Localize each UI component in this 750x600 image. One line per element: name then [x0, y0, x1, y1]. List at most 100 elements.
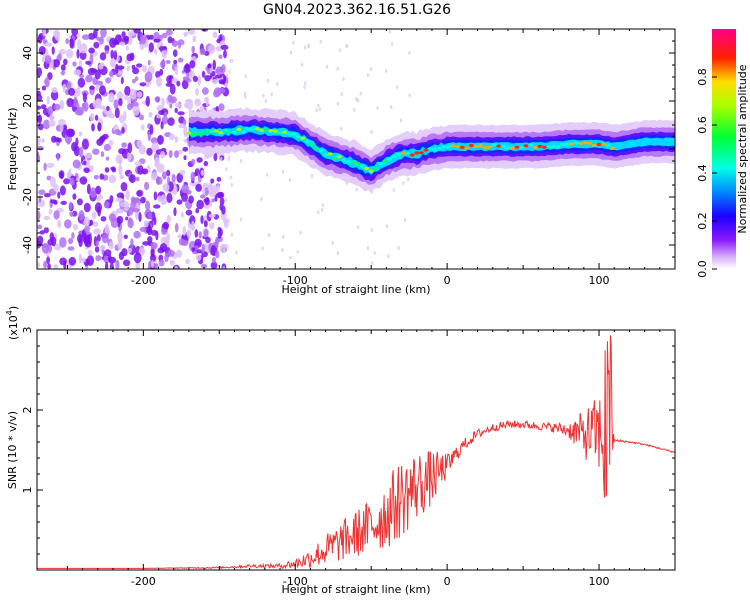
- noise-blob: [244, 74, 247, 79]
- noise-blob: [262, 93, 265, 98]
- noise-blob: [154, 48, 158, 55]
- noise-blob: [342, 77, 345, 81]
- colorbar-tick-label: 0.6: [696, 116, 709, 134]
- noise-blob: [176, 80, 181, 87]
- noise-blob: [95, 240, 99, 247]
- noise-blob: [143, 220, 149, 228]
- noise-blob: [76, 49, 80, 59]
- noise-blob: [117, 231, 123, 243]
- noise-blob: [185, 209, 193, 216]
- noise-blob: [126, 53, 134, 62]
- noise-blob: [158, 46, 167, 51]
- noise-blob: [82, 92, 87, 103]
- ridge-peak: [510, 146, 515, 150]
- ridge-peak: [409, 153, 415, 157]
- noise-blob: [41, 138, 45, 144]
- noise-blob: [223, 220, 229, 229]
- noise-blob: [37, 235, 44, 246]
- noise-blob: [161, 32, 168, 39]
- noise-blob: [229, 59, 232, 63]
- noise-blob: [178, 238, 185, 246]
- noise-blob: [194, 99, 202, 107]
- noise-blob: [289, 50, 293, 55]
- noise-blob: [166, 215, 171, 224]
- ridge-peak: [427, 147, 433, 151]
- noise-blob: [176, 199, 183, 205]
- noise-blob: [85, 74, 93, 83]
- noise-blob: [77, 77, 86, 88]
- noise-blob: [138, 145, 146, 155]
- x-tick-label: -200: [131, 575, 156, 588]
- noise-blob: [94, 202, 102, 213]
- noise-blob: [178, 57, 184, 63]
- ridge-peak: [259, 128, 265, 132]
- noise-blob: [317, 103, 320, 108]
- noise-blob: [132, 67, 140, 75]
- noise-blob: [111, 167, 117, 173]
- noise-blob: [146, 147, 153, 156]
- noise-blob: [154, 157, 160, 167]
- noise-blob: [43, 227, 49, 234]
- noise-blob: [108, 140, 114, 146]
- noise-blob: [173, 59, 178, 65]
- ridge-peak: [587, 141, 593, 145]
- ridge-peak: [450, 144, 456, 148]
- noise-blob: [81, 102, 86, 109]
- noise-blob: [185, 63, 190, 71]
- noise-blob: [216, 66, 222, 76]
- noise-blob: [76, 86, 81, 97]
- noise-blob: [53, 243, 62, 251]
- ridge-peak: [596, 142, 602, 146]
- noise-blob: [217, 87, 226, 95]
- noise-blob: [158, 259, 165, 267]
- ridge-peak: [200, 132, 206, 136]
- ridge-peak: [532, 145, 538, 149]
- noise-blob: [230, 232, 234, 237]
- noise-blob: [64, 219, 72, 229]
- noise-blob: [83, 160, 87, 166]
- noise-blob: [185, 78, 192, 83]
- noise-blob: [266, 172, 269, 177]
- noise-blob: [167, 117, 175, 126]
- noise-blob: [194, 229, 199, 238]
- ridge-peak: [473, 144, 479, 148]
- noise-blob: [138, 247, 145, 256]
- noise-blob: [229, 175, 232, 180]
- noise-blob: [69, 177, 75, 186]
- noise-blob: [174, 222, 179, 233]
- noise-blob: [266, 78, 270, 83]
- noise-blob: [37, 151, 40, 163]
- noise-blob: [196, 199, 204, 210]
- noise-blob: [132, 101, 139, 107]
- ridge-peak: [373, 166, 379, 170]
- noise-blob: [62, 83, 67, 93]
- noise-blob: [212, 256, 216, 264]
- noise-blob: [41, 243, 49, 248]
- noise-blob: [63, 58, 68, 66]
- snr-x-label: Height of straight line (km): [281, 583, 430, 596]
- noise-blob: [51, 87, 58, 93]
- noise-blob: [59, 237, 67, 248]
- ridge-peak: [528, 143, 534, 147]
- noise-blob: [147, 59, 151, 66]
- noise-blob: [99, 85, 106, 96]
- ridge-peak: [459, 145, 465, 149]
- noise-blob: [153, 38, 161, 43]
- noise-blob: [154, 96, 161, 103]
- ridge-peak: [213, 129, 219, 133]
- noise-blob: [117, 70, 124, 76]
- noise-blob: [166, 193, 173, 203]
- noise-blob: [65, 49, 74, 58]
- noise-blob: [141, 65, 148, 73]
- noise-blob: [57, 137, 62, 143]
- noise-blob: [371, 260, 374, 265]
- noise-blob: [105, 77, 111, 84]
- noise-blob: [108, 213, 116, 222]
- noise-blob: [145, 200, 151, 211]
- noise-blob: [96, 234, 101, 242]
- noise-blob: [37, 114, 43, 124]
- noise-blob: [103, 201, 110, 209]
- ridge-peak: [560, 142, 566, 147]
- noise-blob: [267, 233, 271, 237]
